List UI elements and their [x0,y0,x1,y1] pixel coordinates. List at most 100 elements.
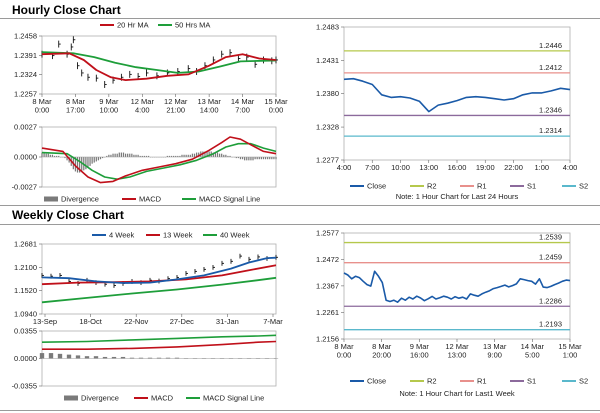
weekly-divergence-bar [102,356,108,359]
hourly-price-xtick-label: 14 Mar 7:00 [231,97,255,115]
weekly-price-xtick-label: 22-Nov [124,317,148,326]
hourly-24h-legend-s2-label: S2 [579,182,588,191]
hourly-divergence-bar [260,157,262,160]
weekly-price-ytick-label: 1.2100 [14,263,37,272]
hourly-divergence-bar [166,155,168,157]
hourly-24h-xtick-label: 13:00 [419,163,438,172]
hourly-price-ytick-label: 1.2458 [14,32,37,41]
hourly-divergence-bar [45,153,47,157]
weekly-divergence-bar [75,355,81,359]
hourly-divergence-bar [212,152,214,157]
weekly-1w-ytick-label: 1.2472 [316,255,339,264]
hourly-24h-legend-r1-label: R1 [477,182,487,191]
hourly-divergence-bar [116,153,118,157]
weekly-1w-level-label-r1: 1.2459 [539,253,562,262]
hourly-divergence-bar [118,152,120,157]
hourly-divergence-bar [66,157,68,161]
weekly-1w-xtick-label: 8 Mar 0:00 [334,342,354,360]
weekly-divergence-bar [57,353,63,359]
hourly-24h-level-label-s1: 1.2346 [539,105,562,114]
hourly-divergence-bar [145,155,148,157]
hourly-divergence-bar [177,155,179,157]
hourly-divergence-bar [95,157,97,162]
weekly-divergence-bar [120,356,126,359]
weekly-divergence-bar [84,356,90,359]
hourly-divergence-bar [108,154,110,157]
hourly-divergence-bar [193,153,196,157]
weekly-divergence-bar [93,356,99,359]
hourly-24h-xtick-label: 7:00 [365,163,380,172]
hourly-divergence-bar [173,155,175,157]
weekly-title-divider [0,224,600,225]
legend-weekly-signal-label: MACD Signal Line [203,394,264,403]
hourly-ma20-line [41,52,277,81]
hourly-24h-legend-close-label: Close [367,182,386,191]
hourly-divergence-bar [74,157,77,172]
weekly-divergence-bar [129,357,135,359]
weekly-macd-ytick-label: 0.0355 [14,327,37,336]
hourly-price-xtick-label: 9 Mar 10:00 [99,97,119,115]
hourly-24h-legend-r2-label: R2 [427,182,437,191]
legend-40-week-label: 40 Week [220,231,250,240]
hourly-divergence-bar [181,154,183,157]
hourly-24h-xtick-label: 4:00 [337,163,352,172]
hourly-divergence-bar [221,153,223,157]
weekly-divergence-bar [165,357,171,359]
hourly-divergence-bar [53,155,56,157]
hourly-divergence-bar [191,153,194,157]
hourly-macd-signal-line [41,142,277,180]
hourly-divergence-bar [175,155,177,157]
legend-50hrs-ma-label: 50 Hrs MA [175,21,210,30]
hourly-divergence-bar [273,157,275,160]
hourly-price-ytick-label: 1.2391 [14,51,37,60]
legend-4-week-label: 4 Week [109,231,135,240]
hourly-divergence-bar [137,154,139,157]
weekly-1w-plot-area [343,232,571,340]
hourly-divergence-bar [127,153,129,157]
hourly-divergence-bar [64,157,66,159]
weekly-1w-ytick-label: 1.2367 [316,281,339,290]
hourly-24h-xtick-label: 4:00 [563,163,578,172]
hourly-divergence-bar [218,153,221,157]
hourly-divergence-bar [189,154,191,157]
weekly-price-xtick-label: 7-Mar [263,317,283,326]
hourly-24h-level-label-r2: 1.2446 [539,41,562,50]
hourly-24h-xtick-label: 16:00 [448,163,467,172]
hourly-24h-legend-s1-label: S1 [527,182,536,191]
hourly-divergence-bar [206,151,208,157]
weekly-macd-ytick-label: 0.0000 [14,354,37,363]
hourly-divergence-bar [170,155,173,157]
hourly-divergence-bar [179,155,181,157]
weekly-1w-close-line [343,270,571,304]
hourly-divergence-bar [131,153,133,157]
legend-20hr-ma-label: 20 Hr MA [117,21,149,30]
weekly-1w-xtick-label: 12 Mar 13:00 [445,342,469,360]
hourly-divergence-bar [56,155,58,157]
hourly-price-ytick-label: 1.2324 [14,70,37,79]
hourly-divergence-bar [143,155,145,157]
hourly-divergence-bar [254,157,256,160]
hourly-24h-xtick-label: 19:00 [476,163,495,172]
weekly-divergence-bar [174,357,180,359]
hourly-24h-xtick-label: 1:00 [534,163,549,172]
weekly-4wk-line [41,256,277,284]
weekly-price-xtick-label: 27-Dec [170,317,194,326]
hourly-divergence-bar [195,152,198,157]
hourly-divergence-bar [43,152,45,157]
weekly-price-xtick-label: 31-Jan [216,317,239,326]
hourly-divergence-bar [262,157,265,160]
hourly-24h-xtick-label: 22:00 [504,163,523,172]
weekly-macd-signal-line [41,334,277,343]
hourly-divergence-bar [139,155,141,157]
hourly-divergence-bar [87,157,89,167]
hourly-divergence-bar [91,157,93,164]
hourly-divergence-bar [41,152,43,157]
weekly-1w-level-label-r2: 1.2539 [539,233,562,242]
hourly-price-plot-area [41,35,277,95]
hourly-divergence-bar [81,157,83,172]
hourly-divergence-bar [239,157,242,160]
weekly-macd-ytick-label: -0.0355 [12,382,37,391]
hourly-divergence-bar [271,157,273,160]
weekly-1w-legend-close-label: Close [367,377,386,386]
